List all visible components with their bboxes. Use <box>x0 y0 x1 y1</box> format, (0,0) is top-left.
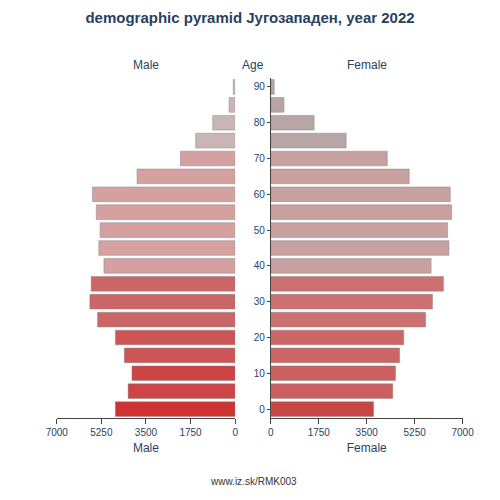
svg-text:70: 70 <box>254 153 266 164</box>
svg-text:30: 30 <box>254 296 266 307</box>
svg-text:7000: 7000 <box>451 427 474 438</box>
svg-text:0: 0 <box>232 427 238 438</box>
svg-text:1750: 1750 <box>179 427 202 438</box>
svg-text:Female: Female <box>347 441 387 455</box>
svg-text:0: 0 <box>259 404 265 415</box>
svg-text:Male: Male <box>133 441 159 455</box>
svg-text:20: 20 <box>254 332 266 343</box>
svg-text:1750: 1750 <box>308 427 331 438</box>
svg-text:3500: 3500 <box>356 427 379 438</box>
svg-text:www.iz.sk/RMK003: www.iz.sk/RMK003 <box>210 476 297 487</box>
svg-text:3500: 3500 <box>135 427 158 438</box>
svg-text:80: 80 <box>254 117 266 128</box>
svg-text:0: 0 <box>268 427 274 438</box>
svg-text:5250: 5250 <box>404 427 427 438</box>
svg-text:demographic pyramid Југозападе: demographic pyramid Југозападен, year 20… <box>85 9 414 26</box>
svg-text:7000: 7000 <box>46 427 69 438</box>
svg-text:Male: Male <box>133 58 159 72</box>
svg-text:60: 60 <box>254 189 266 200</box>
svg-text:5250: 5250 <box>90 427 113 438</box>
svg-text:Age: Age <box>242 58 264 72</box>
svg-text:40: 40 <box>254 260 266 271</box>
svg-text:50: 50 <box>254 225 266 236</box>
svg-text:Female: Female <box>347 58 387 72</box>
svg-text:90: 90 <box>254 81 266 92</box>
svg-text:10: 10 <box>254 368 266 379</box>
